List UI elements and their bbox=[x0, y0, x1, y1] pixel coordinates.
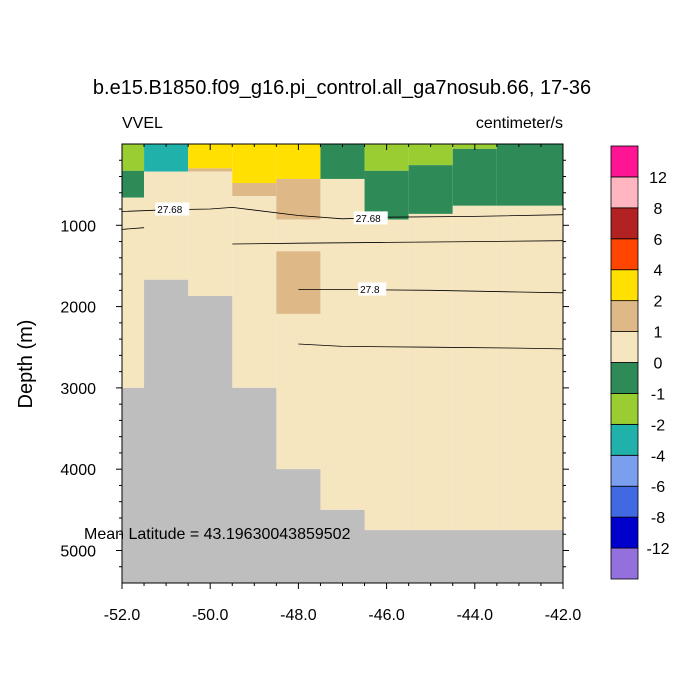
contour-label-4: 27.8 bbox=[360, 285, 380, 296]
contour-label-box-4 bbox=[358, 282, 387, 296]
mean-latitude-annotation: Mean Latitude = 43.19630043859502 bbox=[84, 526, 351, 543]
field-cell-13 bbox=[276, 219, 321, 252]
colorbar-label-4: -2 bbox=[651, 417, 665, 434]
colorbar-swatch-2 bbox=[610, 485, 639, 518]
field-cell-15 bbox=[276, 313, 321, 470]
field-cell-28 bbox=[496, 205, 563, 531]
field-cells bbox=[122, 144, 563, 531]
field-cell-21 bbox=[408, 144, 453, 166]
colorbar-label-5: -1 bbox=[651, 386, 665, 403]
y-tick-label-4: 5000 bbox=[60, 543, 96, 560]
colorbar-swatch-5 bbox=[610, 393, 639, 425]
field-cell-17 bbox=[320, 178, 365, 510]
field-cell-12 bbox=[276, 178, 321, 220]
field-cell-3 bbox=[144, 144, 189, 172]
contour-line-5 bbox=[298, 343, 564, 350]
colorbar-swatch-0 bbox=[610, 547, 639, 580]
y-axis-label: Depth (m) bbox=[15, 320, 37, 409]
colorbar-swatch-4 bbox=[610, 423, 639, 456]
colorbar-swatch-7 bbox=[610, 331, 639, 363]
field-cell-9 bbox=[232, 183, 277, 197]
units-label: centimeter/s bbox=[476, 115, 563, 132]
colorbar-swatch-3 bbox=[610, 454, 639, 487]
field-cell-2 bbox=[122, 197, 145, 388]
colorbar-swatch-1 bbox=[610, 516, 639, 549]
y-tick-label-3: 4000 bbox=[60, 462, 96, 479]
y-tick-label-0: 1000 bbox=[60, 218, 96, 235]
field-cell-26 bbox=[452, 205, 497, 531]
field-cell-23 bbox=[408, 213, 453, 531]
variable-label: VVEL bbox=[122, 115, 163, 132]
colorbar-label-0: -12 bbox=[646, 541, 669, 558]
colorbar-label-1: -8 bbox=[651, 510, 665, 527]
colorbar-label-9: 4 bbox=[654, 263, 663, 280]
colorbar-label-6: 0 bbox=[654, 356, 663, 373]
x-tick-label-1: -50.0 bbox=[192, 607, 229, 624]
bathymetry bbox=[122, 279, 563, 583]
contour-label-box-1 bbox=[353, 211, 388, 225]
colorbar-label-2: -6 bbox=[651, 479, 665, 496]
seafloor bbox=[122, 279, 563, 583]
x-tick-label-2: -48.0 bbox=[280, 607, 317, 624]
contour-label-0: 27.68 bbox=[157, 205, 182, 216]
colorbar-swatch-6 bbox=[610, 362, 639, 394]
y-tick-label-1: 2000 bbox=[60, 300, 96, 317]
colorbar-swatch-9 bbox=[610, 269, 639, 302]
colorbar-label-3: -4 bbox=[651, 448, 665, 465]
colorbar-swatch-11 bbox=[610, 207, 639, 240]
colorbar-label-8: 2 bbox=[654, 294, 663, 311]
contour-line-4 bbox=[298, 289, 564, 294]
contour-label-1: 27.68 bbox=[356, 214, 381, 225]
field-cell-25 bbox=[452, 148, 497, 206]
y-tick-label-2: 3000 bbox=[60, 381, 96, 398]
x-tick-label-3: -46.0 bbox=[368, 607, 405, 624]
field-cell-14 bbox=[276, 251, 321, 314]
contour-label-box-0 bbox=[155, 202, 190, 216]
field-cell-0 bbox=[122, 144, 145, 171]
field-cell-16 bbox=[320, 144, 365, 179]
colorbar-label-12: 12 bbox=[649, 170, 667, 187]
chart-title: b.e15.B1850.f09_g16.pi_control.all_ga7no… bbox=[93, 77, 591, 99]
colorbar-swatch-12 bbox=[610, 176, 639, 209]
contour-line-2 bbox=[121, 227, 145, 230]
x-axis: -52.0 -50.0 -48.0 -46.0 -44.0 -42.0 bbox=[104, 144, 582, 624]
y-axis: 1000 2000 3000 4000 5000 bbox=[60, 159, 569, 568]
field-cell-10 bbox=[232, 196, 277, 388]
field-cell-22 bbox=[408, 165, 453, 214]
field-cell-27 bbox=[496, 144, 563, 206]
field-cell-20 bbox=[364, 219, 409, 531]
field-cell-4 bbox=[144, 171, 189, 280]
field-cell-6 bbox=[188, 168, 233, 172]
colorbar-swatch-13 bbox=[610, 145, 639, 178]
field-cell-1 bbox=[122, 170, 145, 198]
colorbar-label-7: 1 bbox=[654, 325, 663, 342]
colorbar-label-11: 8 bbox=[654, 201, 663, 218]
colorbar-label-10: 6 bbox=[654, 232, 663, 249]
contour-lines: 27.68 27.68 27.8 bbox=[121, 202, 564, 350]
field-cell-7 bbox=[188, 171, 233, 297]
colorbar-swatch-10 bbox=[610, 238, 639, 271]
field-cell-8 bbox=[232, 144, 277, 184]
x-tick-label-4: -44.0 bbox=[457, 607, 494, 624]
contour-line-3 bbox=[232, 240, 564, 245]
x-tick-label-0: -52.0 bbox=[104, 607, 141, 624]
x-tick-label-5: -42.0 bbox=[545, 607, 582, 624]
colorbar-swatch-8 bbox=[610, 300, 639, 332]
